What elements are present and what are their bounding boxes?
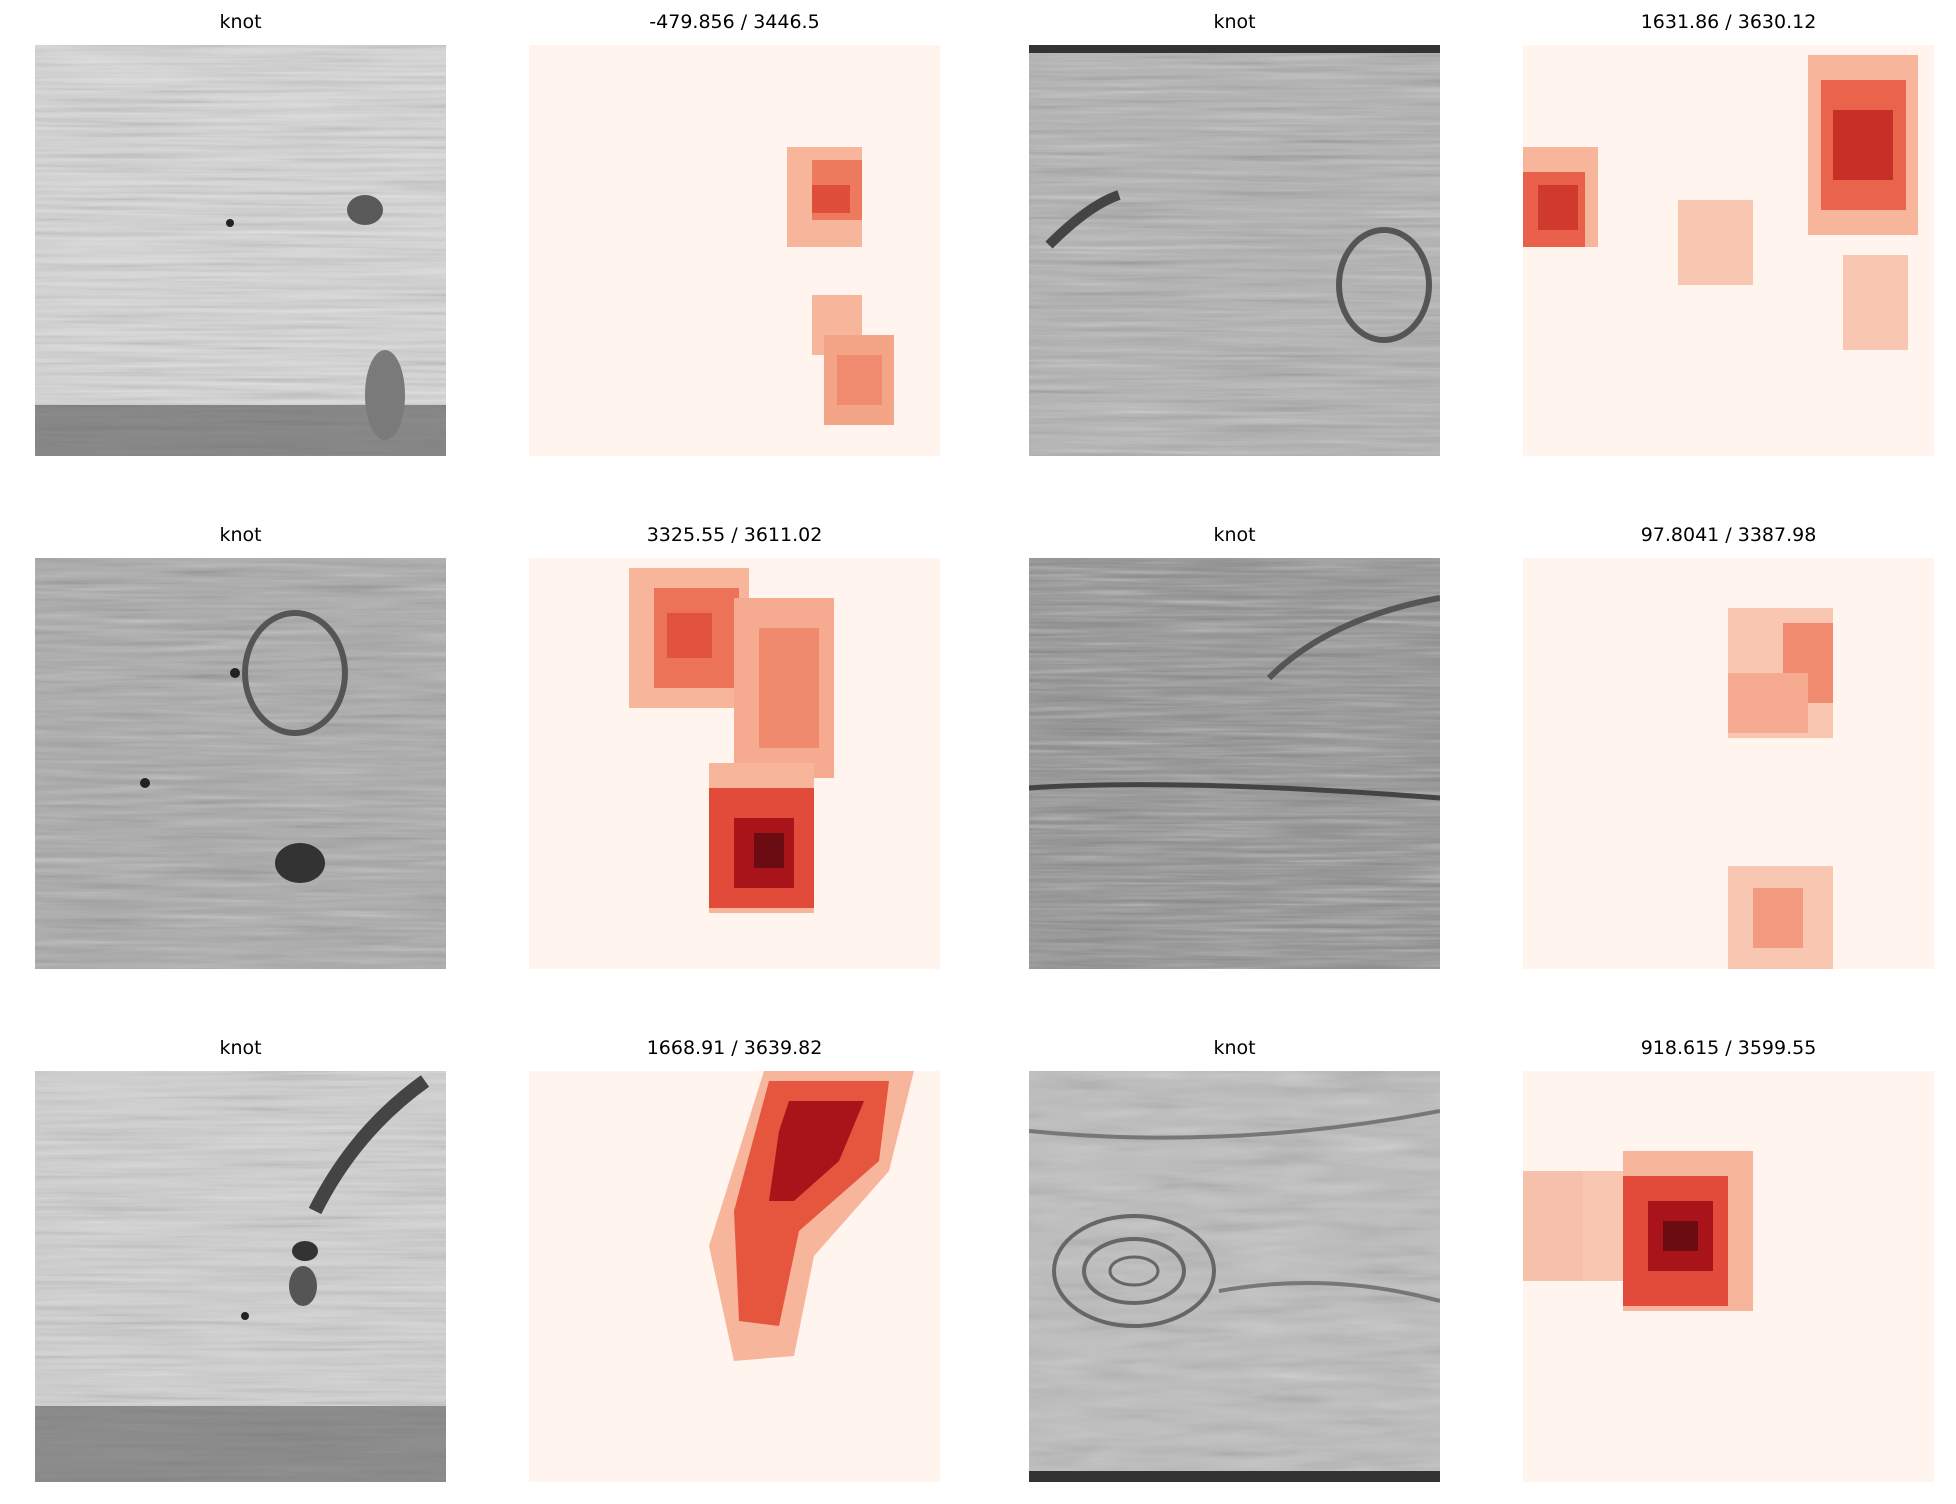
wood-texture-image bbox=[35, 558, 446, 969]
panel-title: 97.8041 / 3387.98 bbox=[1640, 524, 1817, 546]
panel-title: 1631.86 / 3630.12 bbox=[1640, 11, 1817, 33]
wood-texture-image bbox=[1029, 558, 1440, 969]
heatmap-image bbox=[1523, 1071, 1934, 1482]
panel-title: knot bbox=[1213, 524, 1256, 546]
wood-texture-image bbox=[35, 1071, 446, 1482]
heatmap-image bbox=[529, 1071, 940, 1482]
wood-texture-image bbox=[1029, 1071, 1440, 1482]
heatmap-image bbox=[1523, 558, 1934, 969]
panel-title: knot bbox=[1213, 11, 1256, 33]
panel-title: -479.856 / 3446.5 bbox=[649, 11, 820, 33]
heatmap-image bbox=[529, 45, 940, 456]
panel-title: knot bbox=[219, 11, 262, 33]
heatmap-image bbox=[1523, 45, 1934, 456]
heatmap-image bbox=[529, 558, 940, 969]
wood-texture-image bbox=[1029, 45, 1440, 456]
panel-title: 3325.55 / 3611.02 bbox=[646, 524, 823, 546]
panel-title: 1668.91 / 3639.82 bbox=[646, 1037, 823, 1059]
panel-title: knot bbox=[1213, 1037, 1256, 1059]
panel-title: knot bbox=[219, 524, 262, 546]
panel-title: knot bbox=[219, 1037, 262, 1059]
panel-title: 918.615 / 3599.55 bbox=[1640, 1037, 1817, 1059]
wood-texture-image bbox=[35, 45, 446, 456]
